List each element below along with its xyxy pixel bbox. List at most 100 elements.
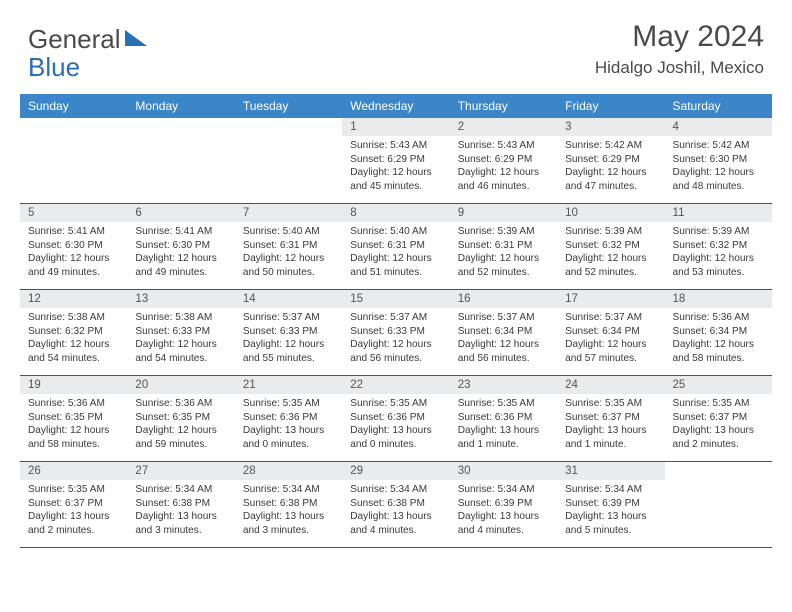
- month-title: May 2024: [595, 20, 764, 54]
- day-cell: 29Sunrise: 5:34 AMSunset: 6:38 PMDayligh…: [342, 462, 449, 548]
- calendar-table: SundayMondayTuesdayWednesdayThursdayFrid…: [20, 94, 772, 548]
- empty-cell: [235, 118, 342, 204]
- day-cell: 24Sunrise: 5:35 AMSunset: 6:37 PMDayligh…: [557, 376, 664, 462]
- day-number: 23: [450, 376, 557, 394]
- calendar-week: 5Sunrise: 5:41 AMSunset: 6:30 PMDaylight…: [20, 204, 772, 290]
- calendar-week: 26Sunrise: 5:35 AMSunset: 6:37 PMDayligh…: [20, 462, 772, 548]
- day-text: Sunrise: 5:39 AMSunset: 6:31 PMDaylight:…: [450, 222, 557, 286]
- day-cell: 18Sunrise: 5:36 AMSunset: 6:34 PMDayligh…: [665, 290, 772, 376]
- day-number: 20: [127, 376, 234, 394]
- logo-text-blue: Blue: [28, 52, 80, 83]
- day-cell: 4Sunrise: 5:42 AMSunset: 6:30 PMDaylight…: [665, 118, 772, 204]
- day-text: Sunrise: 5:37 AMSunset: 6:34 PMDaylight:…: [450, 308, 557, 372]
- day-text: Sunrise: 5:41 AMSunset: 6:30 PMDaylight:…: [20, 222, 127, 286]
- day-number: 10: [557, 204, 664, 222]
- day-text: Sunrise: 5:38 AMSunset: 6:32 PMDaylight:…: [20, 308, 127, 372]
- day-cell: 25Sunrise: 5:35 AMSunset: 6:37 PMDayligh…: [665, 376, 772, 462]
- day-number: 24: [557, 376, 664, 394]
- empty-cell: [20, 118, 127, 204]
- day-cell: 11Sunrise: 5:39 AMSunset: 6:32 PMDayligh…: [665, 204, 772, 290]
- day-number: 25: [665, 376, 772, 394]
- day-number: 9: [450, 204, 557, 222]
- day-text: Sunrise: 5:43 AMSunset: 6:29 PMDaylight:…: [450, 136, 557, 200]
- day-text: Sunrise: 5:34 AMSunset: 6:38 PMDaylight:…: [342, 480, 449, 544]
- day-text: Sunrise: 5:34 AMSunset: 6:39 PMDaylight:…: [557, 480, 664, 544]
- calendar-week: 12Sunrise: 5:38 AMSunset: 6:32 PMDayligh…: [20, 290, 772, 376]
- empty-cell: [127, 118, 234, 204]
- weekday-header: Saturday: [665, 94, 772, 118]
- day-number: 3: [557, 118, 664, 136]
- day-number: 19: [20, 376, 127, 394]
- day-number: 6: [127, 204, 234, 222]
- day-cell: 3Sunrise: 5:42 AMSunset: 6:29 PMDaylight…: [557, 118, 664, 204]
- logo-sail-icon: [125, 30, 147, 46]
- day-text: Sunrise: 5:35 AMSunset: 6:37 PMDaylight:…: [20, 480, 127, 544]
- day-cell: 13Sunrise: 5:38 AMSunset: 6:33 PMDayligh…: [127, 290, 234, 376]
- day-number: 21: [235, 376, 342, 394]
- weekday-header: Monday: [127, 94, 234, 118]
- day-cell: 30Sunrise: 5:34 AMSunset: 6:39 PMDayligh…: [450, 462, 557, 548]
- day-text: Sunrise: 5:39 AMSunset: 6:32 PMDaylight:…: [557, 222, 664, 286]
- day-text: Sunrise: 5:37 AMSunset: 6:33 PMDaylight:…: [235, 308, 342, 372]
- day-number: 15: [342, 290, 449, 308]
- calendar-week: 19Sunrise: 5:36 AMSunset: 6:35 PMDayligh…: [20, 376, 772, 462]
- day-cell: 14Sunrise: 5:37 AMSunset: 6:33 PMDayligh…: [235, 290, 342, 376]
- day-text: Sunrise: 5:34 AMSunset: 6:38 PMDaylight:…: [235, 480, 342, 544]
- day-number: 8: [342, 204, 449, 222]
- day-number: 31: [557, 462, 664, 480]
- weekday-header: Thursday: [450, 94, 557, 118]
- header: General Blue May 2024 Hidalgo Joshil, Me…: [20, 18, 772, 88]
- day-number: 26: [20, 462, 127, 480]
- day-cell: 10Sunrise: 5:39 AMSunset: 6:32 PMDayligh…: [557, 204, 664, 290]
- weekday-header: Friday: [557, 94, 664, 118]
- day-number: 2: [450, 118, 557, 136]
- weekday-header-row: SundayMondayTuesdayWednesdayThursdayFrid…: [20, 94, 772, 118]
- day-cell: 31Sunrise: 5:34 AMSunset: 6:39 PMDayligh…: [557, 462, 664, 548]
- day-text: Sunrise: 5:40 AMSunset: 6:31 PMDaylight:…: [235, 222, 342, 286]
- weekday-header: Wednesday: [342, 94, 449, 118]
- weekday-header: Tuesday: [235, 94, 342, 118]
- day-text: Sunrise: 5:43 AMSunset: 6:29 PMDaylight:…: [342, 136, 449, 200]
- day-number: 11: [665, 204, 772, 222]
- day-cell: 1Sunrise: 5:43 AMSunset: 6:29 PMDaylight…: [342, 118, 449, 204]
- day-text: Sunrise: 5:35 AMSunset: 6:36 PMDaylight:…: [342, 394, 449, 458]
- day-number: 29: [342, 462, 449, 480]
- day-cell: 22Sunrise: 5:35 AMSunset: 6:36 PMDayligh…: [342, 376, 449, 462]
- day-text: Sunrise: 5:35 AMSunset: 6:36 PMDaylight:…: [235, 394, 342, 458]
- title-area: May 2024 Hidalgo Joshil, Mexico: [595, 20, 764, 78]
- day-number: 13: [127, 290, 234, 308]
- day-number: 27: [127, 462, 234, 480]
- day-cell: 6Sunrise: 5:41 AMSunset: 6:30 PMDaylight…: [127, 204, 234, 290]
- day-number: 16: [450, 290, 557, 308]
- day-text: Sunrise: 5:37 AMSunset: 6:34 PMDaylight:…: [557, 308, 664, 372]
- day-cell: 19Sunrise: 5:36 AMSunset: 6:35 PMDayligh…: [20, 376, 127, 462]
- day-text: Sunrise: 5:34 AMSunset: 6:38 PMDaylight:…: [127, 480, 234, 544]
- day-cell: 17Sunrise: 5:37 AMSunset: 6:34 PMDayligh…: [557, 290, 664, 376]
- day-cell: 20Sunrise: 5:36 AMSunset: 6:35 PMDayligh…: [127, 376, 234, 462]
- logo-text-gray: General: [28, 24, 121, 55]
- day-cell: 15Sunrise: 5:37 AMSunset: 6:33 PMDayligh…: [342, 290, 449, 376]
- day-number: 4: [665, 118, 772, 136]
- day-text: Sunrise: 5:42 AMSunset: 6:30 PMDaylight:…: [665, 136, 772, 200]
- day-text: Sunrise: 5:38 AMSunset: 6:33 PMDaylight:…: [127, 308, 234, 372]
- day-text: Sunrise: 5:35 AMSunset: 6:37 PMDaylight:…: [665, 394, 772, 458]
- day-cell: 8Sunrise: 5:40 AMSunset: 6:31 PMDaylight…: [342, 204, 449, 290]
- day-cell: 27Sunrise: 5:34 AMSunset: 6:38 PMDayligh…: [127, 462, 234, 548]
- day-cell: 2Sunrise: 5:43 AMSunset: 6:29 PMDaylight…: [450, 118, 557, 204]
- day-number: 12: [20, 290, 127, 308]
- location: Hidalgo Joshil, Mexico: [595, 58, 764, 78]
- day-text: Sunrise: 5:35 AMSunset: 6:37 PMDaylight:…: [557, 394, 664, 458]
- day-cell: 7Sunrise: 5:40 AMSunset: 6:31 PMDaylight…: [235, 204, 342, 290]
- day-text: Sunrise: 5:36 AMSunset: 6:35 PMDaylight:…: [20, 394, 127, 458]
- day-number: 18: [665, 290, 772, 308]
- day-cell: 5Sunrise: 5:41 AMSunset: 6:30 PMDaylight…: [20, 204, 127, 290]
- day-cell: 26Sunrise: 5:35 AMSunset: 6:37 PMDayligh…: [20, 462, 127, 548]
- day-cell: 28Sunrise: 5:34 AMSunset: 6:38 PMDayligh…: [235, 462, 342, 548]
- day-text: Sunrise: 5:37 AMSunset: 6:33 PMDaylight:…: [342, 308, 449, 372]
- day-number: 7: [235, 204, 342, 222]
- day-number: 14: [235, 290, 342, 308]
- day-number: 28: [235, 462, 342, 480]
- day-text: Sunrise: 5:41 AMSunset: 6:30 PMDaylight:…: [127, 222, 234, 286]
- calendar-week: 1Sunrise: 5:43 AMSunset: 6:29 PMDaylight…: [20, 118, 772, 204]
- day-cell: 12Sunrise: 5:38 AMSunset: 6:32 PMDayligh…: [20, 290, 127, 376]
